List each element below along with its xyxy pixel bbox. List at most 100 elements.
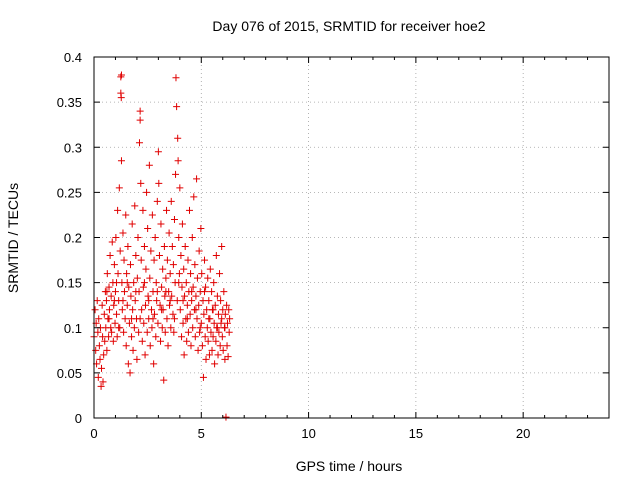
data-point [188,297,196,305]
data-point [187,342,195,350]
data-point [189,324,197,332]
data-point [226,315,234,323]
data-point [97,382,105,390]
data-point [111,288,119,296]
data-point [138,306,146,314]
data-point [137,179,145,187]
data-point [153,197,161,205]
data-point [212,252,220,260]
data-point [160,243,168,251]
data-point [172,74,180,82]
data-point [183,315,191,323]
data-point [113,279,121,287]
data-point [191,333,199,341]
data-point [166,297,174,305]
data-point [117,71,125,79]
data-point [161,292,169,300]
data-point [150,360,158,368]
x-tick-label: 15 [409,426,423,441]
data-point [177,252,185,260]
data-point [193,315,201,323]
data-point [211,301,219,309]
data-point [201,288,209,296]
data-point [147,247,155,255]
data-point [170,328,178,336]
data-point [219,306,227,314]
data-point [221,310,229,318]
data-point [117,94,125,102]
data-point [133,274,141,282]
y-tick-label: 0.1 [64,321,82,336]
data-point [157,220,165,228]
data-point [137,256,145,264]
data-point [91,306,99,314]
data-point [103,346,111,354]
data-point [99,378,107,386]
data-point [208,346,216,354]
data-point [119,229,127,237]
data-point [131,297,139,305]
data-point [163,315,171,323]
data-point [201,256,209,264]
data-point [135,139,143,147]
data-point [103,270,111,278]
data-point [101,337,109,345]
data-point [209,333,217,341]
data-point [192,292,200,300]
data-point [113,333,121,341]
data-point [205,297,213,305]
data-point [175,279,183,287]
data-point [201,333,209,341]
x-tick-label: 10 [301,426,315,441]
data-point [219,346,227,354]
data-point [159,265,167,273]
data-point [148,211,156,219]
data-point [141,351,149,359]
data-point [128,315,136,323]
data-point [129,346,137,354]
data-point [205,315,213,323]
data-point [181,292,189,300]
y-tick-label: 0.25 [57,185,82,200]
data-point [109,337,117,345]
data-point [178,333,186,341]
data-point [146,274,154,282]
data-point [179,297,187,305]
data-point [186,310,194,318]
data-point [144,292,152,300]
data-point [196,328,204,336]
data-point [216,270,224,278]
data-point [166,301,174,309]
data-point [200,310,208,318]
data-point [151,310,159,318]
data-point [208,288,216,296]
data-point [149,315,157,323]
data-point [136,116,144,124]
data-point [176,184,184,192]
data-point [158,283,166,291]
data-point [113,310,121,318]
data-point [202,283,210,291]
data-point [175,234,183,241]
data-point [108,238,116,246]
data-point [133,355,141,363]
data-point [162,274,170,282]
data-point [125,283,133,291]
data-point [151,234,159,241]
data-point [95,315,103,323]
grid-lines [94,57,609,418]
data-point [184,328,192,336]
data-point [132,252,140,260]
data-point [174,157,182,165]
data-point [188,234,196,241]
data-point [98,301,106,309]
y-tick-label: 0.15 [57,276,82,291]
data-point [128,220,136,228]
data-point [120,288,128,296]
data-point [225,328,233,336]
data-point [126,261,134,269]
data-point [223,301,231,309]
data-point [173,103,181,111]
data-point [107,324,115,332]
